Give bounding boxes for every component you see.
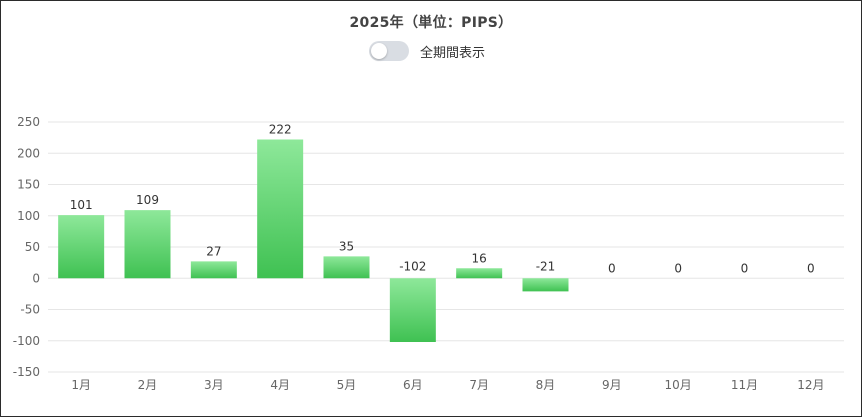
- all-period-toggle[interactable]: [369, 41, 409, 61]
- x-tick-label: 10月: [665, 378, 692, 392]
- x-tick-label: 1月: [71, 378, 91, 392]
- x-tick-label: 7月: [469, 378, 489, 392]
- x-tick-label: 8月: [536, 378, 556, 392]
- x-tick-label: 6月: [403, 378, 423, 392]
- x-tick-label: 5月: [337, 378, 357, 392]
- bar: [522, 278, 569, 292]
- y-tick-label: 200: [17, 146, 40, 160]
- bar: [389, 278, 436, 342]
- x-tick-label: 3月: [204, 378, 224, 392]
- y-axis-ticks: 250 200 150 100 50 0 -50 -100 -150: [13, 115, 40, 379]
- data-label: 222: [269, 123, 292, 137]
- bar: [124, 210, 171, 279]
- bar: [257, 139, 304, 279]
- y-tick-label: 100: [17, 209, 40, 223]
- data-labels: 101 109 27 222 35 -102 16 -21 0 0 0 0: [70, 123, 815, 276]
- data-label: 0: [608, 261, 616, 275]
- bar: [58, 215, 105, 279]
- data-label: 0: [741, 261, 749, 275]
- data-label: -102: [399, 259, 426, 273]
- x-tick-label: 2月: [138, 378, 158, 392]
- bar: [456, 268, 503, 279]
- y-tick-label: -100: [13, 334, 40, 348]
- bars: [58, 139, 569, 342]
- data-label: 16: [472, 251, 487, 265]
- y-tick-label: 150: [17, 178, 40, 192]
- x-tick-label: 11月: [731, 378, 758, 392]
- data-label: -21: [536, 259, 556, 273]
- period-toggle-row: 全期間表示: [369, 40, 485, 62]
- y-tick-label: -50: [20, 303, 40, 317]
- y-tick-label: 250: [17, 115, 40, 129]
- chart-title: 2025年（単位：PIPS）: [349, 15, 513, 31]
- toggle-knob: [371, 43, 387, 59]
- data-label: 109: [136, 193, 159, 207]
- data-label: 0: [807, 261, 815, 275]
- toggle-label: 全期間表示: [420, 45, 486, 61]
- bar: [323, 256, 370, 279]
- data-label: 0: [674, 261, 682, 275]
- x-tick-label: 9月: [602, 378, 622, 392]
- x-tick-label: 4月: [270, 378, 290, 392]
- grid-lines: [48, 121, 844, 373]
- y-tick-label: -150: [13, 365, 40, 379]
- x-axis-ticks: 1月 2月 3月 4月 5月 6月 7月 8月 9月 10月 11月 12月: [71, 378, 824, 392]
- x-tick-label: 12月: [797, 378, 824, 392]
- y-tick-label: 50: [25, 240, 40, 254]
- data-label: 27: [206, 244, 221, 258]
- data-label: 35: [339, 239, 354, 253]
- data-label: 101: [70, 198, 93, 212]
- y-tick-label: 0: [32, 271, 40, 285]
- bar: [190, 261, 237, 279]
